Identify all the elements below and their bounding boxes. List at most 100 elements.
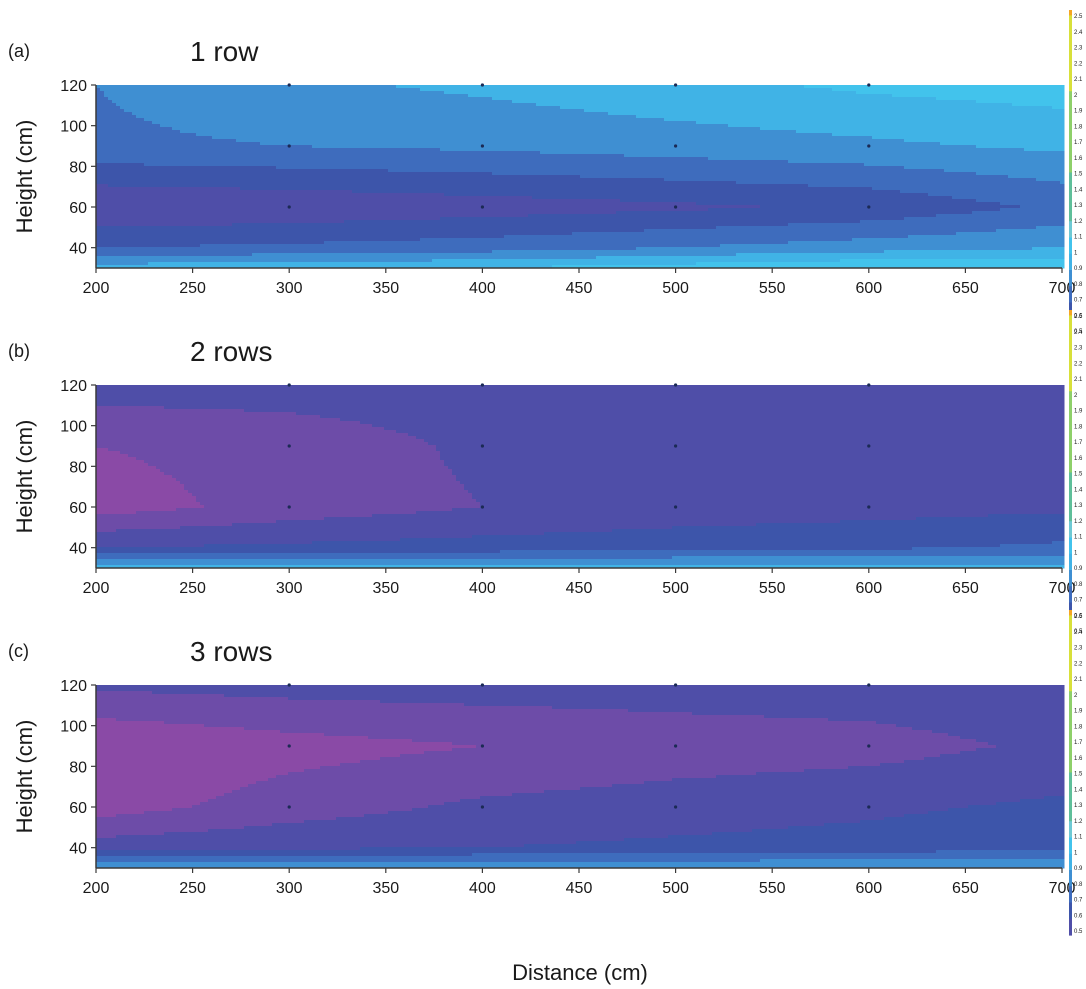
contour-cell	[324, 112, 329, 116]
contour-cell	[296, 235, 301, 239]
contour-cell	[284, 259, 289, 263]
contour-cell	[276, 85, 281, 89]
contour-cell	[168, 97, 173, 101]
contour-cell	[312, 130, 317, 134]
contour-cell	[136, 148, 141, 152]
contour-cell	[356, 175, 361, 179]
contour-cell	[140, 88, 145, 92]
contour-cell	[140, 196, 145, 200]
contour-cell	[180, 91, 185, 95]
contour-cell	[176, 148, 181, 152]
contour-cell	[196, 226, 201, 230]
contour-cell	[232, 256, 237, 260]
contour-cell	[316, 148, 321, 152]
contour-cell	[108, 166, 113, 170]
contour-cell	[336, 193, 341, 197]
contour-cell	[156, 160, 161, 164]
contour-cell	[212, 133, 217, 137]
contour-cell	[280, 229, 285, 233]
contour-cell	[104, 184, 109, 188]
contour-cell	[196, 187, 201, 191]
contour-cell	[164, 235, 169, 239]
contour-cell	[240, 256, 245, 260]
contour-cell	[112, 109, 117, 113]
contour-cell	[284, 112, 289, 116]
contour-cell	[340, 187, 345, 191]
contour-cell	[212, 208, 217, 212]
contour-cell	[336, 235, 341, 239]
contour-cell	[344, 262, 349, 266]
contour-cell	[316, 235, 321, 239]
contour-cell	[180, 166, 185, 170]
contour-cell	[316, 199, 321, 203]
contour-cell	[320, 139, 325, 143]
contour-cell	[280, 160, 285, 164]
contour-cell	[292, 148, 297, 152]
contour-cell	[304, 172, 309, 176]
contour-cell	[152, 151, 157, 155]
contour-cell	[292, 229, 297, 233]
contour-cell	[192, 169, 197, 173]
contour-cell	[240, 184, 245, 188]
contour-cell	[148, 148, 153, 152]
contour-cell	[224, 175, 229, 179]
contour-cell	[168, 238, 173, 242]
contour-cell	[204, 220, 209, 224]
contour-cell	[188, 121, 193, 125]
contour-cell	[304, 262, 309, 266]
contour-cell	[128, 205, 133, 209]
contour-cell	[176, 109, 181, 113]
contour-cell	[344, 217, 349, 221]
contour-cell	[320, 196, 325, 200]
contour-cell	[300, 151, 305, 155]
contour-cell	[280, 211, 285, 215]
contour-cell	[204, 244, 209, 248]
contour-cell	[356, 193, 361, 197]
contour-cell	[308, 190, 313, 194]
contour-cell	[216, 151, 221, 155]
contour-cell	[108, 175, 113, 179]
contour-cell	[116, 253, 121, 257]
contour-cell	[208, 88, 213, 92]
contour-cell	[216, 172, 221, 176]
contour-cell	[280, 172, 285, 176]
contour-cell	[248, 211, 253, 215]
contour-cell	[328, 103, 333, 107]
contour-cell	[204, 142, 209, 146]
contour-cell	[240, 250, 245, 254]
contour-cell	[128, 169, 133, 173]
contour-cell	[180, 139, 185, 143]
contour-cell	[212, 250, 217, 254]
contour-cell	[252, 175, 257, 179]
contour-cell	[208, 97, 213, 101]
contour-cell	[276, 184, 281, 188]
contour-cell	[108, 184, 113, 188]
contour-cell	[228, 145, 233, 149]
contour-cell	[240, 103, 245, 107]
contour-cell	[172, 238, 177, 242]
contour-cell	[300, 238, 305, 242]
contour-cell	[192, 256, 197, 260]
contour-cell	[220, 88, 225, 92]
contour-cell	[352, 121, 357, 125]
contour-cell	[204, 256, 209, 260]
contour-cell	[212, 253, 217, 257]
contour-cell	[356, 103, 361, 107]
contour-cell	[144, 184, 149, 188]
contour-cell	[164, 220, 169, 224]
contour-cell	[340, 259, 345, 263]
contour-cell	[212, 94, 217, 98]
contour-cell	[332, 199, 337, 203]
contour-cell	[200, 196, 205, 200]
contour-cell	[228, 133, 233, 137]
contour-cell	[252, 121, 257, 125]
contour-cell	[324, 91, 329, 95]
contour-cell	[328, 187, 333, 191]
contour-cell	[356, 100, 361, 104]
contour-cell	[156, 256, 161, 260]
contour-cell	[192, 172, 197, 176]
contour-cell	[212, 154, 217, 158]
contour-cell	[316, 88, 321, 92]
contour-cell	[184, 94, 189, 98]
contour-cell	[112, 217, 117, 221]
